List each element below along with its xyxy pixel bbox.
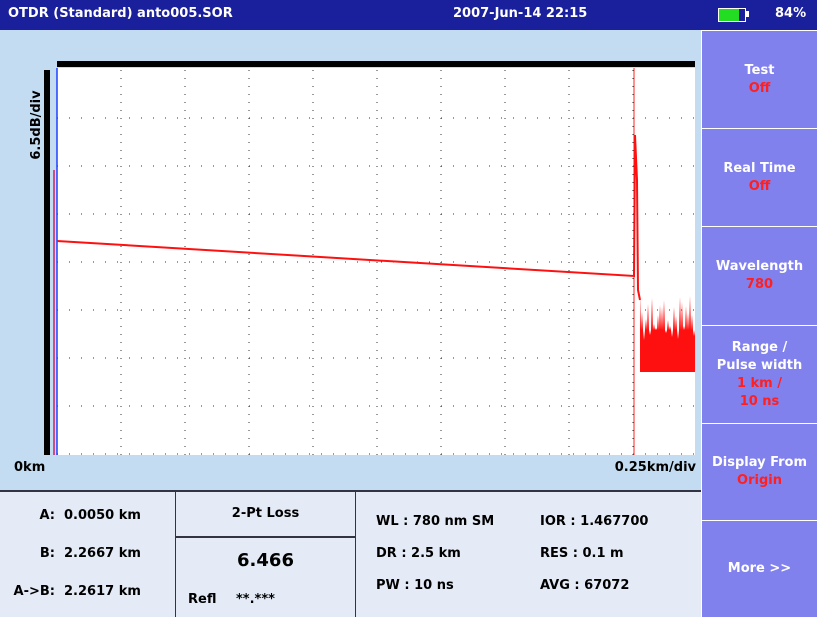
- marker-value: 0.0050 km: [64, 508, 141, 523]
- plot-area: [57, 68, 695, 455]
- info-item: DR : 2.5 km: [376, 546, 461, 561]
- trace-noise: [640, 295, 695, 372]
- battery-tip: [746, 11, 749, 17]
- title-bar: OTDR (Standard) anto005.SOR 2007-Jun-14 …: [0, 0, 817, 30]
- battery-level: 84%: [775, 6, 807, 21]
- file-title: OTDR (Standard) anto005.SOR: [8, 6, 233, 21]
- button-value: 780: [745, 277, 774, 292]
- grid: [57, 70, 695, 455]
- datetime: 2007-Jun-14 22:15: [453, 6, 588, 21]
- marker-value: 2.2667 km: [64, 546, 141, 561]
- menu-button[interactable]: Wavelength 780: [701, 226, 817, 325]
- info-item: WL : 780 nm SM: [376, 514, 495, 529]
- marker-label: A:: [39, 508, 55, 523]
- button-label: Wavelength: [715, 259, 804, 274]
- info-item: RES : 0.1 m: [540, 546, 624, 561]
- button-value: Off: [748, 178, 771, 194]
- trace-plot: 6.5dB/div 0km 0.25km/div: [14, 61, 697, 475]
- info-item: AVG : 67072: [540, 578, 630, 593]
- divider: [176, 536, 355, 538]
- button-label: Display From: [711, 455, 808, 470]
- button-label: Real Time: [723, 160, 796, 176]
- loss-mode: 2-Pt Loss: [231, 506, 300, 521]
- y-scale: 6.5dB/div: [29, 90, 44, 160]
- button-label: Range /: [731, 339, 788, 355]
- trace: [56, 134, 641, 301]
- battery-icon: [718, 8, 746, 22]
- marker-label: A->B:: [13, 584, 55, 599]
- results-panel: A: 0.0050 km B: 2.2667 km A->B: 2.2617 km 2-P…: [0, 490, 701, 617]
- menu-button[interactable]: Real Time Off: [701, 128, 817, 226]
- menu-button[interactable]: Test Off: [701, 30, 817, 128]
- menu-button[interactable]: Range / Pulse width 1 km / 10 ns: [701, 325, 817, 423]
- button-label: More >>: [727, 561, 792, 576]
- refl-label: Refl: [188, 592, 217, 607]
- marker-cell: A: 0.0050 km B: 2.2667 km A->B: 2.2617 km: [0, 492, 176, 617]
- x-scale: 0.25km/div: [615, 460, 697, 475]
- marker-label: B:: [39, 546, 55, 561]
- button-label: Pulse width: [716, 357, 803, 373]
- marker-value: 2.2617 km: [64, 584, 141, 599]
- button-value: Off: [748, 80, 771, 96]
- button-value: 1 km /: [736, 375, 783, 391]
- button-value: Origin: [737, 473, 782, 488]
- refl-value: **.***: [236, 592, 275, 607]
- button-value: 10 ns: [739, 393, 780, 409]
- loss-value: 6.466: [237, 550, 294, 571]
- info-item: IOR : 1.467700: [540, 514, 649, 529]
- loss-cell: 2-Pt Loss 6.466 Refl **.***: [176, 492, 356, 617]
- left-bar: [44, 70, 50, 455]
- info-item: PW : 10 ns: [376, 578, 454, 593]
- button-label: Test: [744, 62, 775, 78]
- menu-button[interactable]: More >>: [701, 520, 817, 617]
- menu-button[interactable]: Display From Origin: [701, 423, 817, 520]
- x-start: 0km: [14, 460, 45, 475]
- top-bar: [57, 61, 695, 67]
